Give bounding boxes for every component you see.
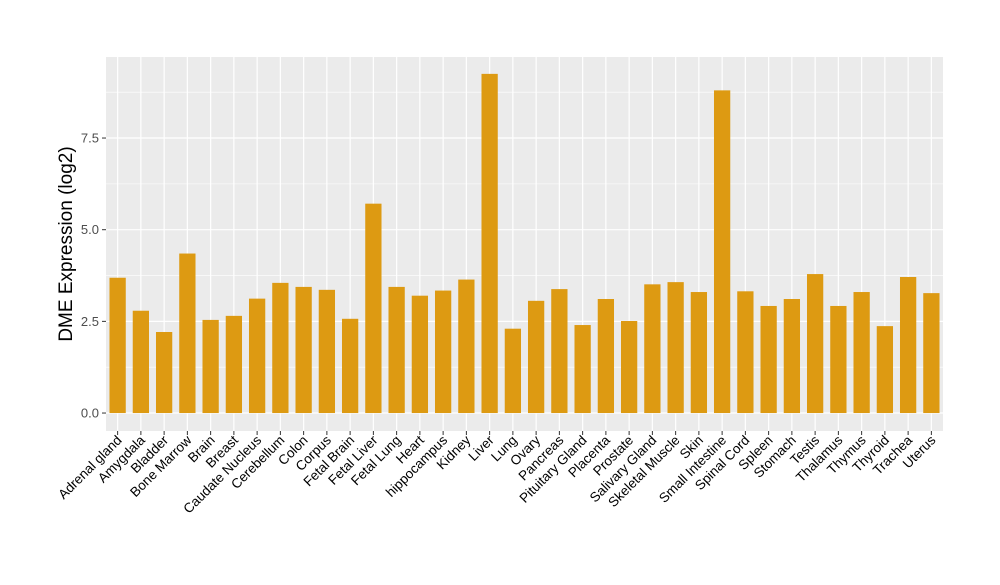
bar-skeletal-muscle <box>667 282 684 414</box>
bar-pituitary-gland <box>574 325 591 414</box>
bar-salivary-gland <box>644 284 661 414</box>
bar-bone-marrow <box>179 253 196 414</box>
y-tick-label: 2.5 <box>81 314 99 329</box>
bar-fetal-lung <box>388 286 405 414</box>
bar-fetal-brain <box>341 318 359 414</box>
bar-kidney <box>458 279 475 414</box>
bar-brain <box>202 319 219 414</box>
bar-liver <box>481 73 498 414</box>
bar-corpus <box>318 289 336 414</box>
bars <box>109 73 940 414</box>
bar-small-intestine <box>713 90 731 414</box>
bar-uterus <box>923 293 940 414</box>
y-tick-label: 0.0 <box>81 406 99 421</box>
plot-panel <box>106 57 943 431</box>
bar-spinal-cord <box>737 291 754 414</box>
bar-prostate <box>620 321 638 414</box>
y-tick-label: 7.5 <box>81 131 99 146</box>
bar-thalamus <box>830 305 847 414</box>
bar-amygdala <box>132 310 150 414</box>
y-tick-label: 5.0 <box>81 222 99 237</box>
bar-bladder <box>155 332 173 414</box>
bar-cerebellum <box>272 282 289 414</box>
y-axis: 0.0 2.5 5.0 7.5 <box>81 131 106 421</box>
bar-spleen <box>760 305 777 414</box>
bar-pancreas <box>551 289 568 414</box>
bar-thyroid <box>876 326 894 414</box>
y-axis-title: DME Expression (log2) <box>56 146 77 341</box>
bar-skin <box>690 292 708 414</box>
bar-hippocampus <box>434 290 452 414</box>
bar-breast <box>225 315 243 414</box>
bar-thymus <box>853 292 870 414</box>
bar-caudate-nucleus <box>248 298 266 414</box>
bar-stomach <box>783 299 801 414</box>
bar-adrenal-gland <box>109 277 126 414</box>
bar-testis <box>806 274 824 414</box>
bar-placenta <box>597 299 615 414</box>
bar-trachea <box>899 277 917 414</box>
bar-lung <box>504 328 522 414</box>
bar-ovary <box>527 300 545 414</box>
bar-heart <box>411 295 429 414</box>
bar-fetal-liver <box>365 203 382 414</box>
bar-colon <box>295 286 312 414</box>
